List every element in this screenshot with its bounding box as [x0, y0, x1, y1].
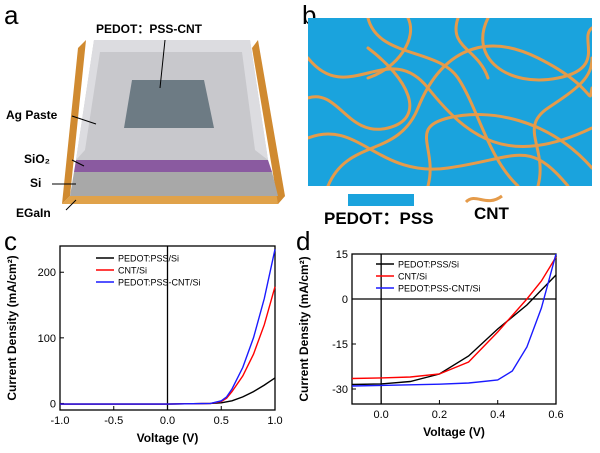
x-tick-label: -0.5	[104, 415, 123, 427]
legend-label: PEDOT:PSS-CNT/Si	[118, 278, 201, 288]
cnt-strand	[308, 132, 570, 186]
ag-paste-label: Ag Paste	[6, 108, 58, 122]
y-tick-label: 200	[38, 267, 56, 279]
x-tick-label: 0.0	[160, 415, 175, 427]
series-line	[351, 253, 557, 387]
sio2-label: SiO₂	[24, 152, 51, 166]
legend-label: PEDOT:PSS-CNT/Si	[398, 284, 481, 294]
series-line	[351, 256, 557, 380]
cnt-strand	[481, 18, 592, 82]
cnt-legend-swatch	[464, 194, 503, 204]
x-axis-label: Voltage (V)	[137, 431, 199, 445]
y-axis-label: Current Density (mA/cm²)	[5, 255, 19, 400]
legend-label: PEDOT:PSS/Si	[118, 254, 179, 264]
x-tick-label: 0.0	[373, 409, 388, 421]
x-tick-label: -1.0	[51, 415, 70, 427]
panel-letter-c: c	[4, 226, 17, 256]
y-tick-label: 100	[38, 333, 56, 345]
si-label: Si	[30, 176, 42, 190]
pedot-legend-label: PEDOT：PSS	[324, 209, 434, 228]
sio2-layer	[74, 160, 272, 172]
panel-letter-a: a	[4, 0, 19, 30]
series-line	[60, 249, 276, 405]
cnt-strand	[454, 18, 490, 80]
x-tick-label: 1.0	[267, 415, 282, 427]
y-tick-label: -30	[332, 384, 348, 396]
panel-letter-d: d	[296, 226, 311, 256]
y-tick-label: 0	[50, 398, 56, 410]
egain-layer	[62, 196, 285, 204]
y-axis-label: Current Density (mA/cm²)	[297, 256, 311, 401]
cnt-strand	[308, 46, 412, 131]
legend-label: CNT/Si	[398, 272, 427, 282]
cnt-network	[308, 18, 592, 186]
x-tick-label: 0.2	[432, 409, 447, 421]
cnt-strand	[532, 56, 592, 186]
x-tick-label: 0.6	[548, 409, 563, 421]
device-schematic	[52, 39, 285, 211]
cnt-strand	[366, 18, 520, 186]
legend-label: CNT/Si	[118, 266, 147, 276]
legend-label: PEDOT:PSS/Si	[398, 260, 459, 270]
jv-dark-chart: -1.0 -0.5 0.0 0.5 1.0 0 100 200 Voltage (V) Curre…	[5, 245, 283, 445]
pedot-cnt-film	[124, 80, 214, 128]
egain-label: EGaIn	[16, 206, 51, 220]
film-label: PEDOT：PSS-CNT	[96, 22, 203, 36]
x-tick-label: 0.4	[490, 409, 505, 421]
x-axis-label: Voltage (V)	[423, 425, 485, 439]
jv-light-chart: 0.0 0.2 0.4 0.6 -30 -15 0 15 Voltage (V) Current …	[297, 249, 564, 439]
y-tick-label: 15	[336, 249, 348, 261]
plot-frame	[351, 253, 557, 405]
series-line	[351, 274, 557, 386]
y-tick-label: -15	[332, 339, 348, 351]
cnt-strand	[366, 18, 413, 80]
x-tick-label: 0.5	[214, 415, 229, 427]
y-tick-label: 0	[342, 294, 348, 306]
pedot-legend-swatch	[348, 194, 414, 206]
cnt-strand	[425, 113, 592, 186]
cnt-legend-label: CNT	[474, 204, 509, 223]
si-layer	[70, 172, 278, 196]
